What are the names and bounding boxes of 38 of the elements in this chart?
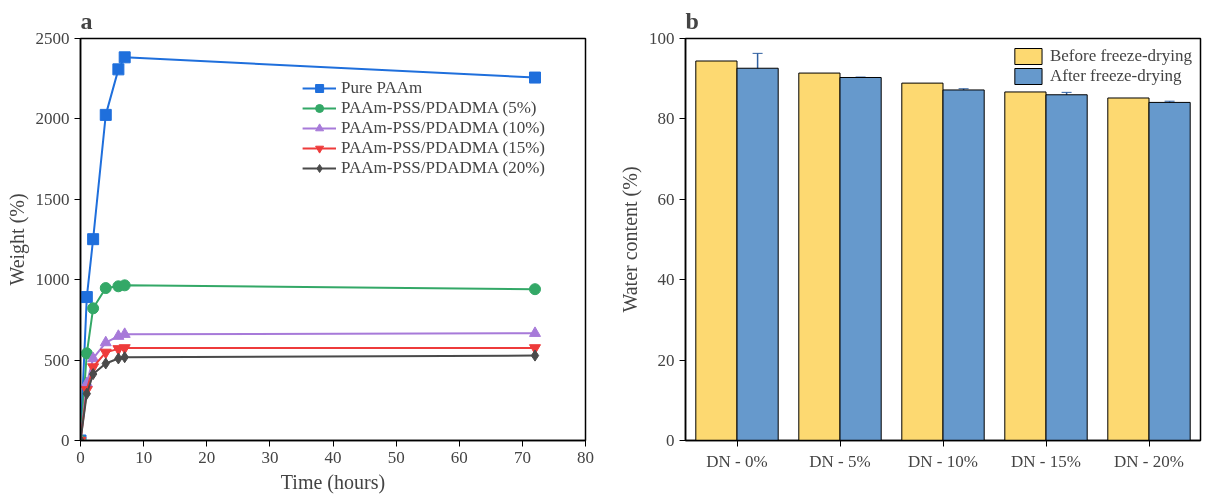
- chart-title: b: [685, 7, 699, 34]
- x-tick-label: 40: [324, 447, 342, 467]
- legend-label: PAAm-PSS/PDADMA (15%): [341, 138, 545, 158]
- x-tick-label: 50: [387, 447, 405, 467]
- y-tick-label: 20: [657, 350, 675, 370]
- legend-label: Pure PAAm: [341, 78, 423, 98]
- x-tick-label: 70: [513, 447, 531, 467]
- x-tick-label: 10: [135, 447, 153, 467]
- y-tick-label: 60: [657, 189, 675, 209]
- x-tick-label: DN - 15%: [1011, 451, 1081, 471]
- legend-label: PAAm-PSS/PDADMA (10%): [341, 118, 545, 138]
- x-tick-label: DN - 5%: [809, 451, 871, 471]
- x-tick-label: DN - 10%: [908, 451, 978, 471]
- x-tick-label: 60: [450, 447, 468, 467]
- x-tick-label: 80: [577, 447, 594, 467]
- y-tick-label: 40: [657, 270, 675, 290]
- y-tick-label: 500: [44, 350, 70, 370]
- y-tick-label: 2500: [35, 29, 70, 48]
- x-tick-label: DN - 0%: [706, 451, 768, 471]
- legend-label: After freeze-drying: [1049, 66, 1182, 86]
- x-axis-title: Time (hours): [280, 470, 386, 494]
- y-axis-title: Water content (%): [619, 166, 642, 313]
- y-tick-label: 0: [61, 431, 70, 450]
- x-tick-label: 30: [261, 447, 279, 467]
- legend-label: Before freeze-drying: [1049, 46, 1192, 66]
- y-axis-title: Weight (%): [5, 193, 29, 286]
- chart-title: a: [80, 7, 93, 34]
- y-tick-label: 1000: [35, 270, 70, 290]
- legend-label: PAAm-PSS/PDADMA (5%): [341, 98, 537, 118]
- y-tick-label: 1500: [35, 189, 70, 209]
- y-tick-label: 100: [649, 29, 675, 48]
- y-tick-label: 0: [666, 431, 675, 450]
- y-tick-label: 2000: [35, 109, 70, 129]
- y-tick-label: 80: [657, 109, 675, 129]
- x-tick-label: 20: [198, 447, 216, 467]
- legend-label: PAAm-PSS/PDADMA (20%): [341, 158, 545, 178]
- x-tick-label: 0: [76, 447, 85, 467]
- x-tick-label: DN - 20%: [1114, 451, 1184, 471]
